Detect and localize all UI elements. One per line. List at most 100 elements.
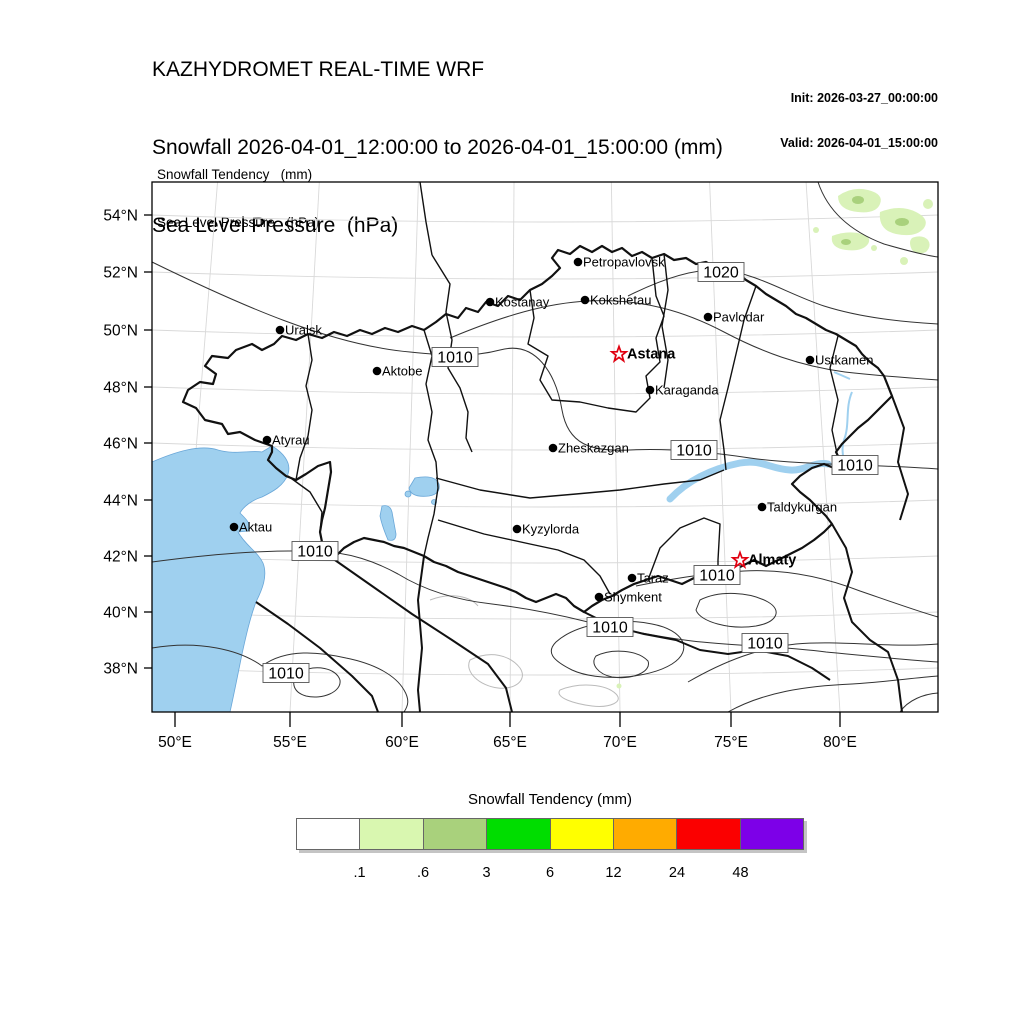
city-label-almaty: Almaty [748, 553, 796, 569]
colorbar-ticks: .1 .6 3 6 12 24 48 [296, 865, 804, 885]
graticule [151, 181, 939, 713]
colorbar-segment [422, 819, 487, 849]
map-legend: Snowfall Tendency (mm) Sea Level Pressur… [157, 135, 319, 263]
city-dot-icon-karaganda [645, 385, 655, 395]
pressure-label-box [262, 663, 310, 683]
colorbar-tick-label: 48 [732, 865, 749, 881]
lon-axis-label: 75°E [714, 734, 748, 751]
colorbar-segment [359, 819, 423, 849]
colorbar-segment [676, 819, 740, 849]
city-label-taldykurgan: Taldykurgan [767, 500, 837, 515]
pressure-label: 1010 [268, 666, 304, 683]
map-legend-line1: Snowfall Tendency (mm) [157, 167, 313, 182]
city-dot-icon-taraz [627, 573, 637, 583]
colorbar-segment [739, 819, 803, 849]
colorbar: Snowfall Tendency (mm) .1 .6 3 6 12 24 48 [296, 790, 804, 885]
lon-axis-label: 55°E [273, 734, 307, 751]
city-label-aktobe: Aktobe [382, 364, 422, 379]
capital-star-icon-astana [609, 343, 629, 363]
colorbar-segment [486, 819, 550, 849]
colorbar-tick-label: 12 [605, 865, 622, 881]
lat-axis-label: 38°N [103, 661, 138, 678]
city-dot-icon-ustkamen [805, 355, 815, 365]
city-label-ustkamen: Ustkamen [815, 353, 874, 368]
init-time: Init: 2026-03-27_00:00:00 [790, 91, 938, 105]
city-label-kyzylorda: Kyzylorda [522, 522, 580, 537]
colorbar-segment [297, 819, 360, 849]
pressure-labels: 1020 1010 1010 1010 1010 1010 1010 1010 1010 [262, 262, 879, 683]
aral-lake-small [404, 490, 412, 498]
lake-balkhash [666, 458, 832, 503]
snowfall-patches [163, 188, 933, 689]
lat-axis: 54°N 52°N 50°N 48°N 46°N 44°N 42°N 40°N 38°N [103, 208, 152, 678]
city-label-karaganda: Karaganda [655, 383, 719, 398]
city-label-shymkent: Shymkent [604, 590, 662, 605]
aral-sea-west [379, 505, 397, 541]
city-dot-icon-kyzylorda [512, 524, 522, 534]
lat-axis-label: 42°N [103, 549, 138, 566]
graticule-parallel [151, 555, 939, 564]
run-times: Init: 2026-03-27_00:00:00 Valid: 2026-04… [780, 61, 938, 181]
graticule-parallel [151, 386, 939, 395]
lon-axis-label: 60°E [385, 734, 419, 751]
colorbar-segment [549, 819, 613, 849]
graticule-parallel [151, 442, 939, 451]
page-title: KAZHYDROMET REAL-TIME WRF [152, 58, 485, 81]
aral-sea [408, 476, 440, 497]
pressure-label-box [586, 617, 634, 637]
pressure-label: 1010 [699, 568, 735, 585]
graticule-meridian [805, 181, 841, 713]
lat-axis-label: 44°N [103, 493, 138, 510]
pressure-label-box [831, 455, 879, 475]
colorbar-bar [296, 818, 804, 850]
graticule-parallel [151, 271, 939, 280]
pressure-label-box [670, 440, 718, 460]
kazakhstan-border [181, 244, 894, 614]
city-label-uralsk: Uralsk [285, 323, 322, 338]
subtitle-snowfall: Snowfall 2026-04-01_12:00:00 to 2026-04-… [152, 136, 723, 159]
lon-axis-label: 65°E [493, 734, 527, 751]
pressure-label: 1010 [437, 350, 473, 367]
city-dot-icon-uralsk [275, 325, 285, 335]
valid-time: Valid: 2026-04-01_15:00:00 [780, 136, 938, 150]
lat-axis-label: 48°N [103, 380, 138, 397]
colorbar-segment [612, 819, 677, 849]
pressure-label: 1010 [592, 620, 628, 637]
oblast-boundaries [287, 181, 839, 595]
city-label-kokshetau: Kokshetau [590, 293, 651, 308]
city-label-pavlodar: Pavlodar [713, 310, 765, 325]
pressure-label-box [291, 541, 339, 561]
lon-axis-label: 80°E [823, 734, 857, 751]
city-dot-icon-zheskazgan [548, 443, 558, 453]
pressure-label-box [697, 262, 745, 282]
lon-axis-label: 70°E [603, 734, 637, 751]
lon-axis: 50°E 55°E 60°E 65°E 70°E 75°E 80°E [158, 712, 857, 751]
colorbar-tick-label: 6 [545, 865, 555, 881]
graticule-parallel [151, 214, 939, 223]
graticule-parallel [151, 611, 939, 620]
coastline-contours [429, 595, 619, 707]
pressure-label: 1020 [703, 265, 739, 282]
graticule-parallel [151, 499, 939, 508]
city-label-kostanay: Kostanay [495, 295, 550, 310]
city-dot-icon-petropavlovsk [573, 257, 583, 267]
city-label-petropavlovsk: Petropavlovsk [583, 255, 665, 270]
pressure-label: 1010 [297, 544, 333, 561]
graticule-parallel [151, 329, 939, 338]
city-label-taraz: Taraz [637, 571, 669, 586]
pressure-label: 1010 [837, 458, 873, 475]
graticule-meridian [509, 181, 515, 713]
pressure-label: 1010 [676, 443, 712, 460]
city-markers: Petropavlovsk Kostanay Kokshetau Pavlodar Ur… [229, 255, 874, 605]
map-frame [151, 181, 939, 713]
city-label-aktau: Aktau [239, 520, 272, 535]
city-dot-icon-pavlodar [703, 312, 713, 322]
city-label-atyrau: Atyrau [272, 433, 310, 448]
city-dot-icon-kokshetau [580, 295, 590, 305]
city-dot-icon-atyrau [262, 435, 272, 445]
colorbar-title: Snowfall Tendency (mm) [468, 791, 632, 808]
graticule-meridian [401, 181, 419, 713]
capital-star-icon-almaty [730, 549, 750, 569]
